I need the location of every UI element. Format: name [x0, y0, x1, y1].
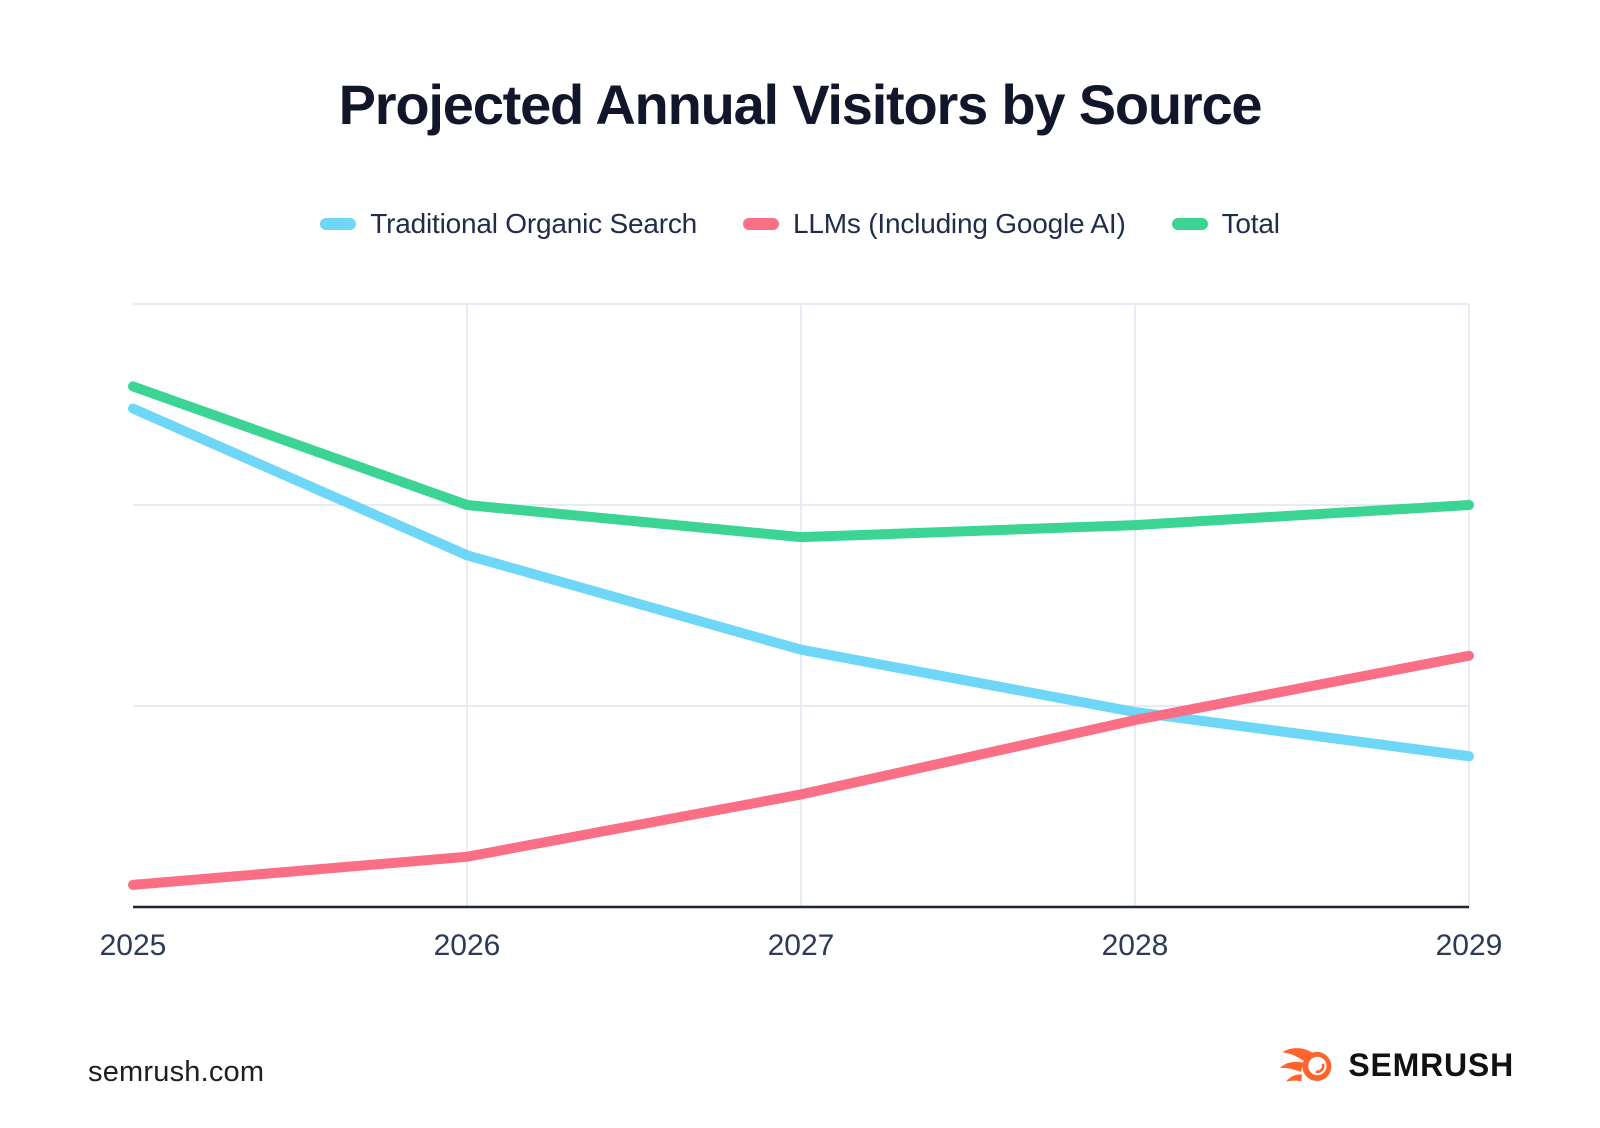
- legend-item-traditional-organic-search: Traditional Organic Search: [320, 208, 697, 240]
- legend-item-total: Total: [1171, 208, 1280, 240]
- legend-swatch-icon: [320, 218, 357, 230]
- series-line-2: [128, 381, 1474, 543]
- x-axis-label: 2025: [100, 929, 167, 962]
- semrush-logo: SEMRUSH: [1279, 1038, 1514, 1092]
- chart-title: Projected Annual Visitors by Source: [338, 73, 1263, 136]
- source-url: semrush.com: [88, 1056, 265, 1088]
- brand-name: SEMRUSH: [1348, 1046, 1514, 1083]
- x-axis-label: 2027: [768, 929, 835, 962]
- series-line-1: [128, 650, 1474, 890]
- x-axis-label: 2028: [1102, 929, 1169, 962]
- x-axis-label: 2029: [1436, 929, 1503, 962]
- legend-swatch-icon: [743, 218, 780, 230]
- legend-item-llms: LLMs (Including Google AI): [743, 208, 1126, 240]
- series-line-0: [128, 403, 1474, 762]
- legend-label: Traditional Organic Search: [370, 208, 698, 239]
- semrush-fireball-icon: [1280, 1047, 1332, 1082]
- legend-swatch-icon: [1171, 218, 1208, 230]
- x-axis-label: 2026: [434, 929, 501, 962]
- chart-legend: Traditional Organic Search LLMs (Includi…: [0, 208, 1600, 240]
- line-chart: 2025 2026 2027 2028 2029: [100, 303, 1503, 962]
- legend-label: Total: [1221, 208, 1280, 239]
- legend-label: LLMs (Including Google AI): [793, 208, 1126, 239]
